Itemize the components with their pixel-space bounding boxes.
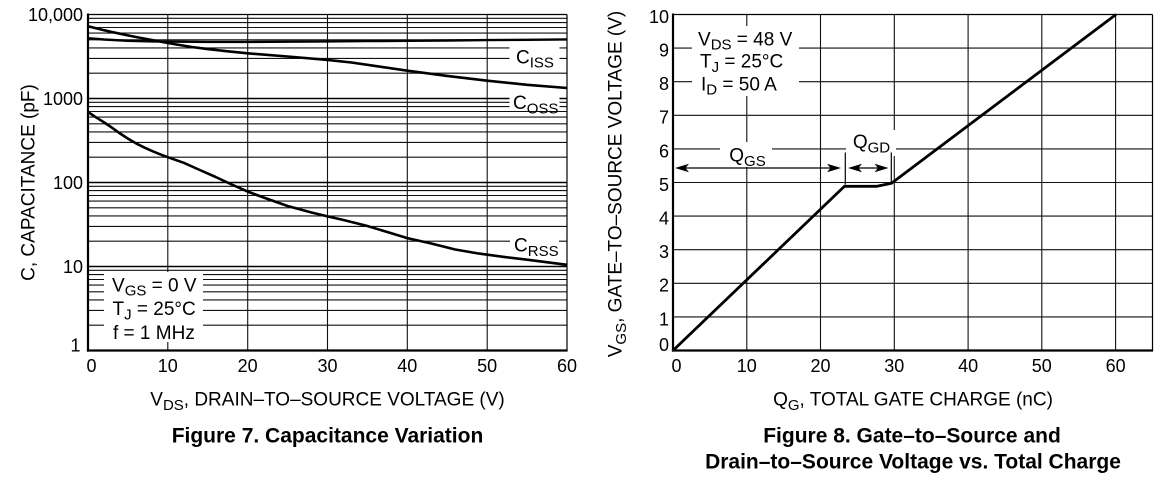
svg-text:VDS​, DRAIN–TO–SOURCE VOLTAGE: VDS​, DRAIN–TO–SOURCE VOLTAGE (V): [150, 390, 504, 414]
svg-text:0: 0: [671, 356, 681, 376]
svg-text:1000: 1000: [43, 89, 83, 109]
svg-text:VGS​ = 0 V: VGS​ = 0 V: [112, 275, 197, 299]
svg-text:10: 10: [158, 356, 178, 376]
svg-text:20: 20: [810, 356, 830, 376]
svg-text:50: 50: [477, 356, 497, 376]
svg-text:30: 30: [884, 356, 904, 376]
svg-text:Drain–to–Source Voltage vs. To: Drain–to–Source Voltage vs. Total Charge: [705, 451, 1121, 474]
svg-text:10,000: 10,000: [28, 5, 83, 25]
svg-text:7: 7: [659, 108, 669, 128]
svg-text:30: 30: [317, 356, 337, 376]
svg-text:60: 60: [1106, 356, 1126, 376]
svg-text:0: 0: [86, 356, 96, 376]
svg-text:6: 6: [659, 141, 669, 161]
svg-text:100: 100: [53, 173, 83, 193]
svg-text:10: 10: [649, 7, 669, 27]
svg-text:1: 1: [70, 336, 80, 356]
svg-text:QG​, TOTAL GATE CHARGE (nC): QG​, TOTAL GATE CHARGE (nC): [773, 390, 1053, 414]
svg-text:Figure 7. Capacitance Variatio: Figure 7. Capacitance Variation: [172, 425, 484, 448]
svg-text:50: 50: [1032, 356, 1052, 376]
svg-text:8: 8: [659, 74, 669, 94]
svg-text:Figure 8. Gate–to–Source and: Figure 8. Gate–to–Source and: [763, 425, 1061, 448]
svg-text:9: 9: [659, 41, 669, 61]
svg-text:60: 60: [557, 356, 577, 376]
svg-text:C, CAPACITANCE (pF): C, CAPACITANCE (pF): [19, 84, 40, 281]
svg-text:2: 2: [659, 276, 669, 296]
svg-text:f = 1 MHz: f = 1 MHz: [113, 323, 195, 344]
svg-text:1: 1: [659, 309, 669, 329]
svg-text:VGS​, GATE–TO–SOURCE VOLTAGE (: VGS​, GATE–TO–SOURCE VOLTAGE (V): [606, 11, 630, 358]
svg-text:3: 3: [659, 242, 669, 262]
svg-text:5: 5: [659, 175, 669, 195]
svg-text:0: 0: [659, 335, 669, 355]
svg-text:40: 40: [958, 356, 978, 376]
svg-text:10: 10: [737, 356, 757, 376]
svg-text:40: 40: [397, 356, 417, 376]
svg-text:4: 4: [659, 209, 669, 229]
svg-text:20: 20: [238, 356, 258, 376]
svg-text:10: 10: [63, 257, 83, 277]
